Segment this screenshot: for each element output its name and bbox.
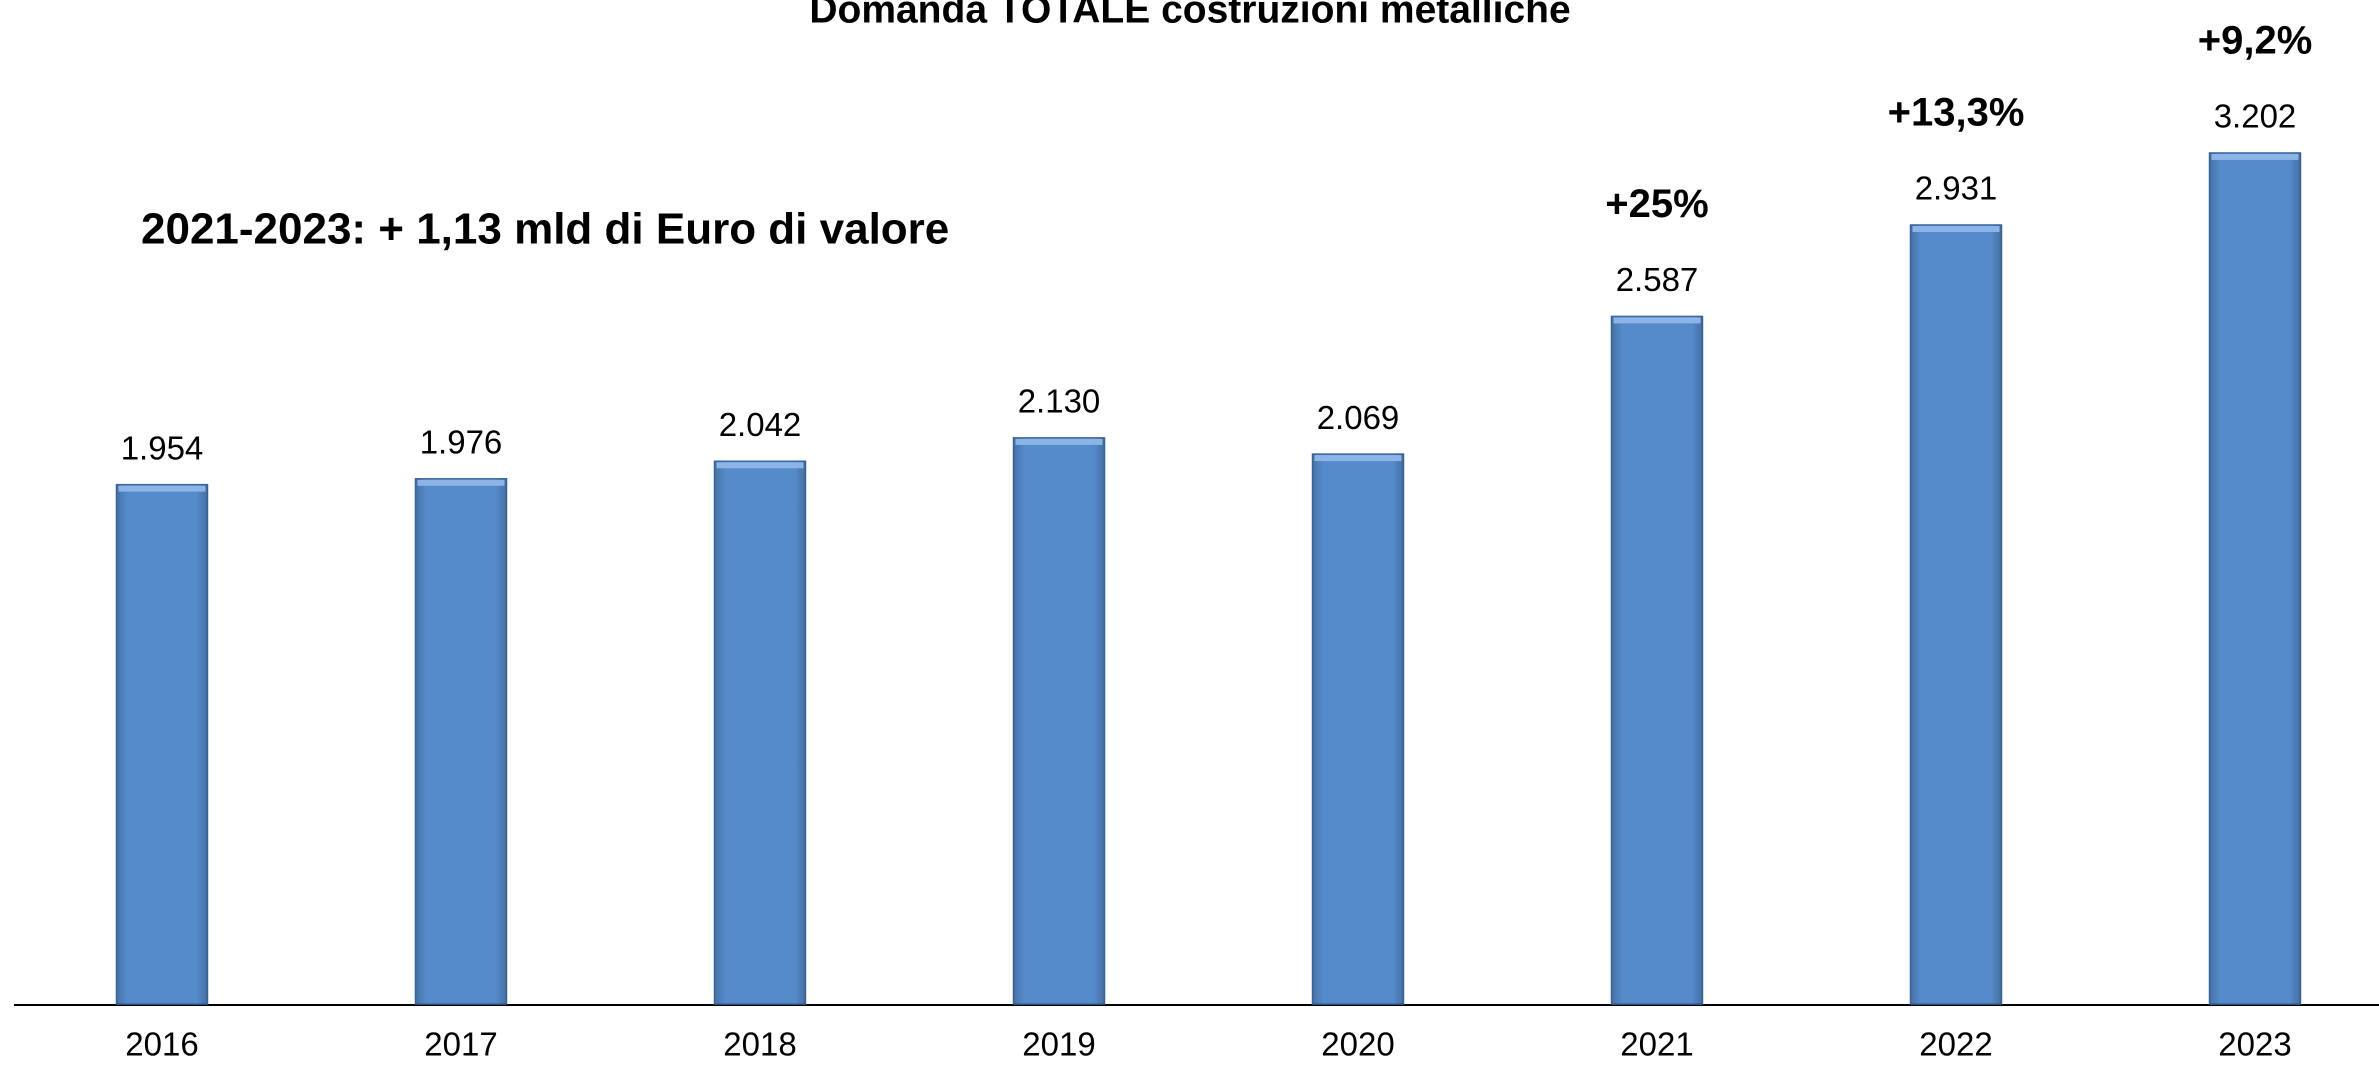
bar-bevel xyxy=(716,462,804,469)
bar xyxy=(1909,224,2003,1005)
value-label: 1.976 xyxy=(420,424,503,461)
bar xyxy=(2208,152,2302,1005)
x-tick-label: 2017 xyxy=(424,1026,497,1063)
bar-bevel xyxy=(1912,225,2000,232)
value-label: 2.069 xyxy=(1317,399,1400,436)
bar xyxy=(115,483,209,1005)
bar-bevel xyxy=(2211,153,2299,160)
bar-bevel xyxy=(1015,438,1103,445)
value-label: 2.130 xyxy=(1018,383,1101,420)
value-label: 2.042 xyxy=(719,406,802,443)
x-tick-label: 2023 xyxy=(2218,1026,2291,1063)
x-tick-label: 2016 xyxy=(125,1026,198,1063)
growth-label: +13,3% xyxy=(1888,91,2025,135)
x-tick-label: 2019 xyxy=(1022,1026,1095,1063)
value-label: 2.587 xyxy=(1616,261,1699,298)
subtitle-annotation: 2021-2023: + 1,13 mld di Euro di valore xyxy=(141,205,949,254)
value-label: 1.954 xyxy=(121,429,204,466)
x-tick-label: 2022 xyxy=(1919,1026,1992,1063)
bar-bevel xyxy=(417,479,505,486)
x-tick-label: 2018 xyxy=(723,1026,796,1063)
growth-label: +25% xyxy=(1605,182,1708,226)
x-tick-label: 2021 xyxy=(1620,1026,1693,1063)
chart-title: Domanda TOTALE costruzioni metalliche xyxy=(809,0,1570,31)
x-tick-label: 2020 xyxy=(1321,1026,1394,1063)
bar xyxy=(1311,453,1405,1005)
value-label: 3.202 xyxy=(2214,98,2297,135)
bar-bevel xyxy=(1314,455,1402,462)
bar-bevel xyxy=(118,485,206,492)
growth-label: +9,2% xyxy=(2198,19,2313,63)
value-label: 2.931 xyxy=(1915,170,1998,207)
bar xyxy=(414,478,508,1005)
bar xyxy=(713,460,807,1005)
bar xyxy=(1610,315,1704,1005)
bar xyxy=(1012,437,1106,1005)
bar-bevel xyxy=(1613,317,1701,324)
